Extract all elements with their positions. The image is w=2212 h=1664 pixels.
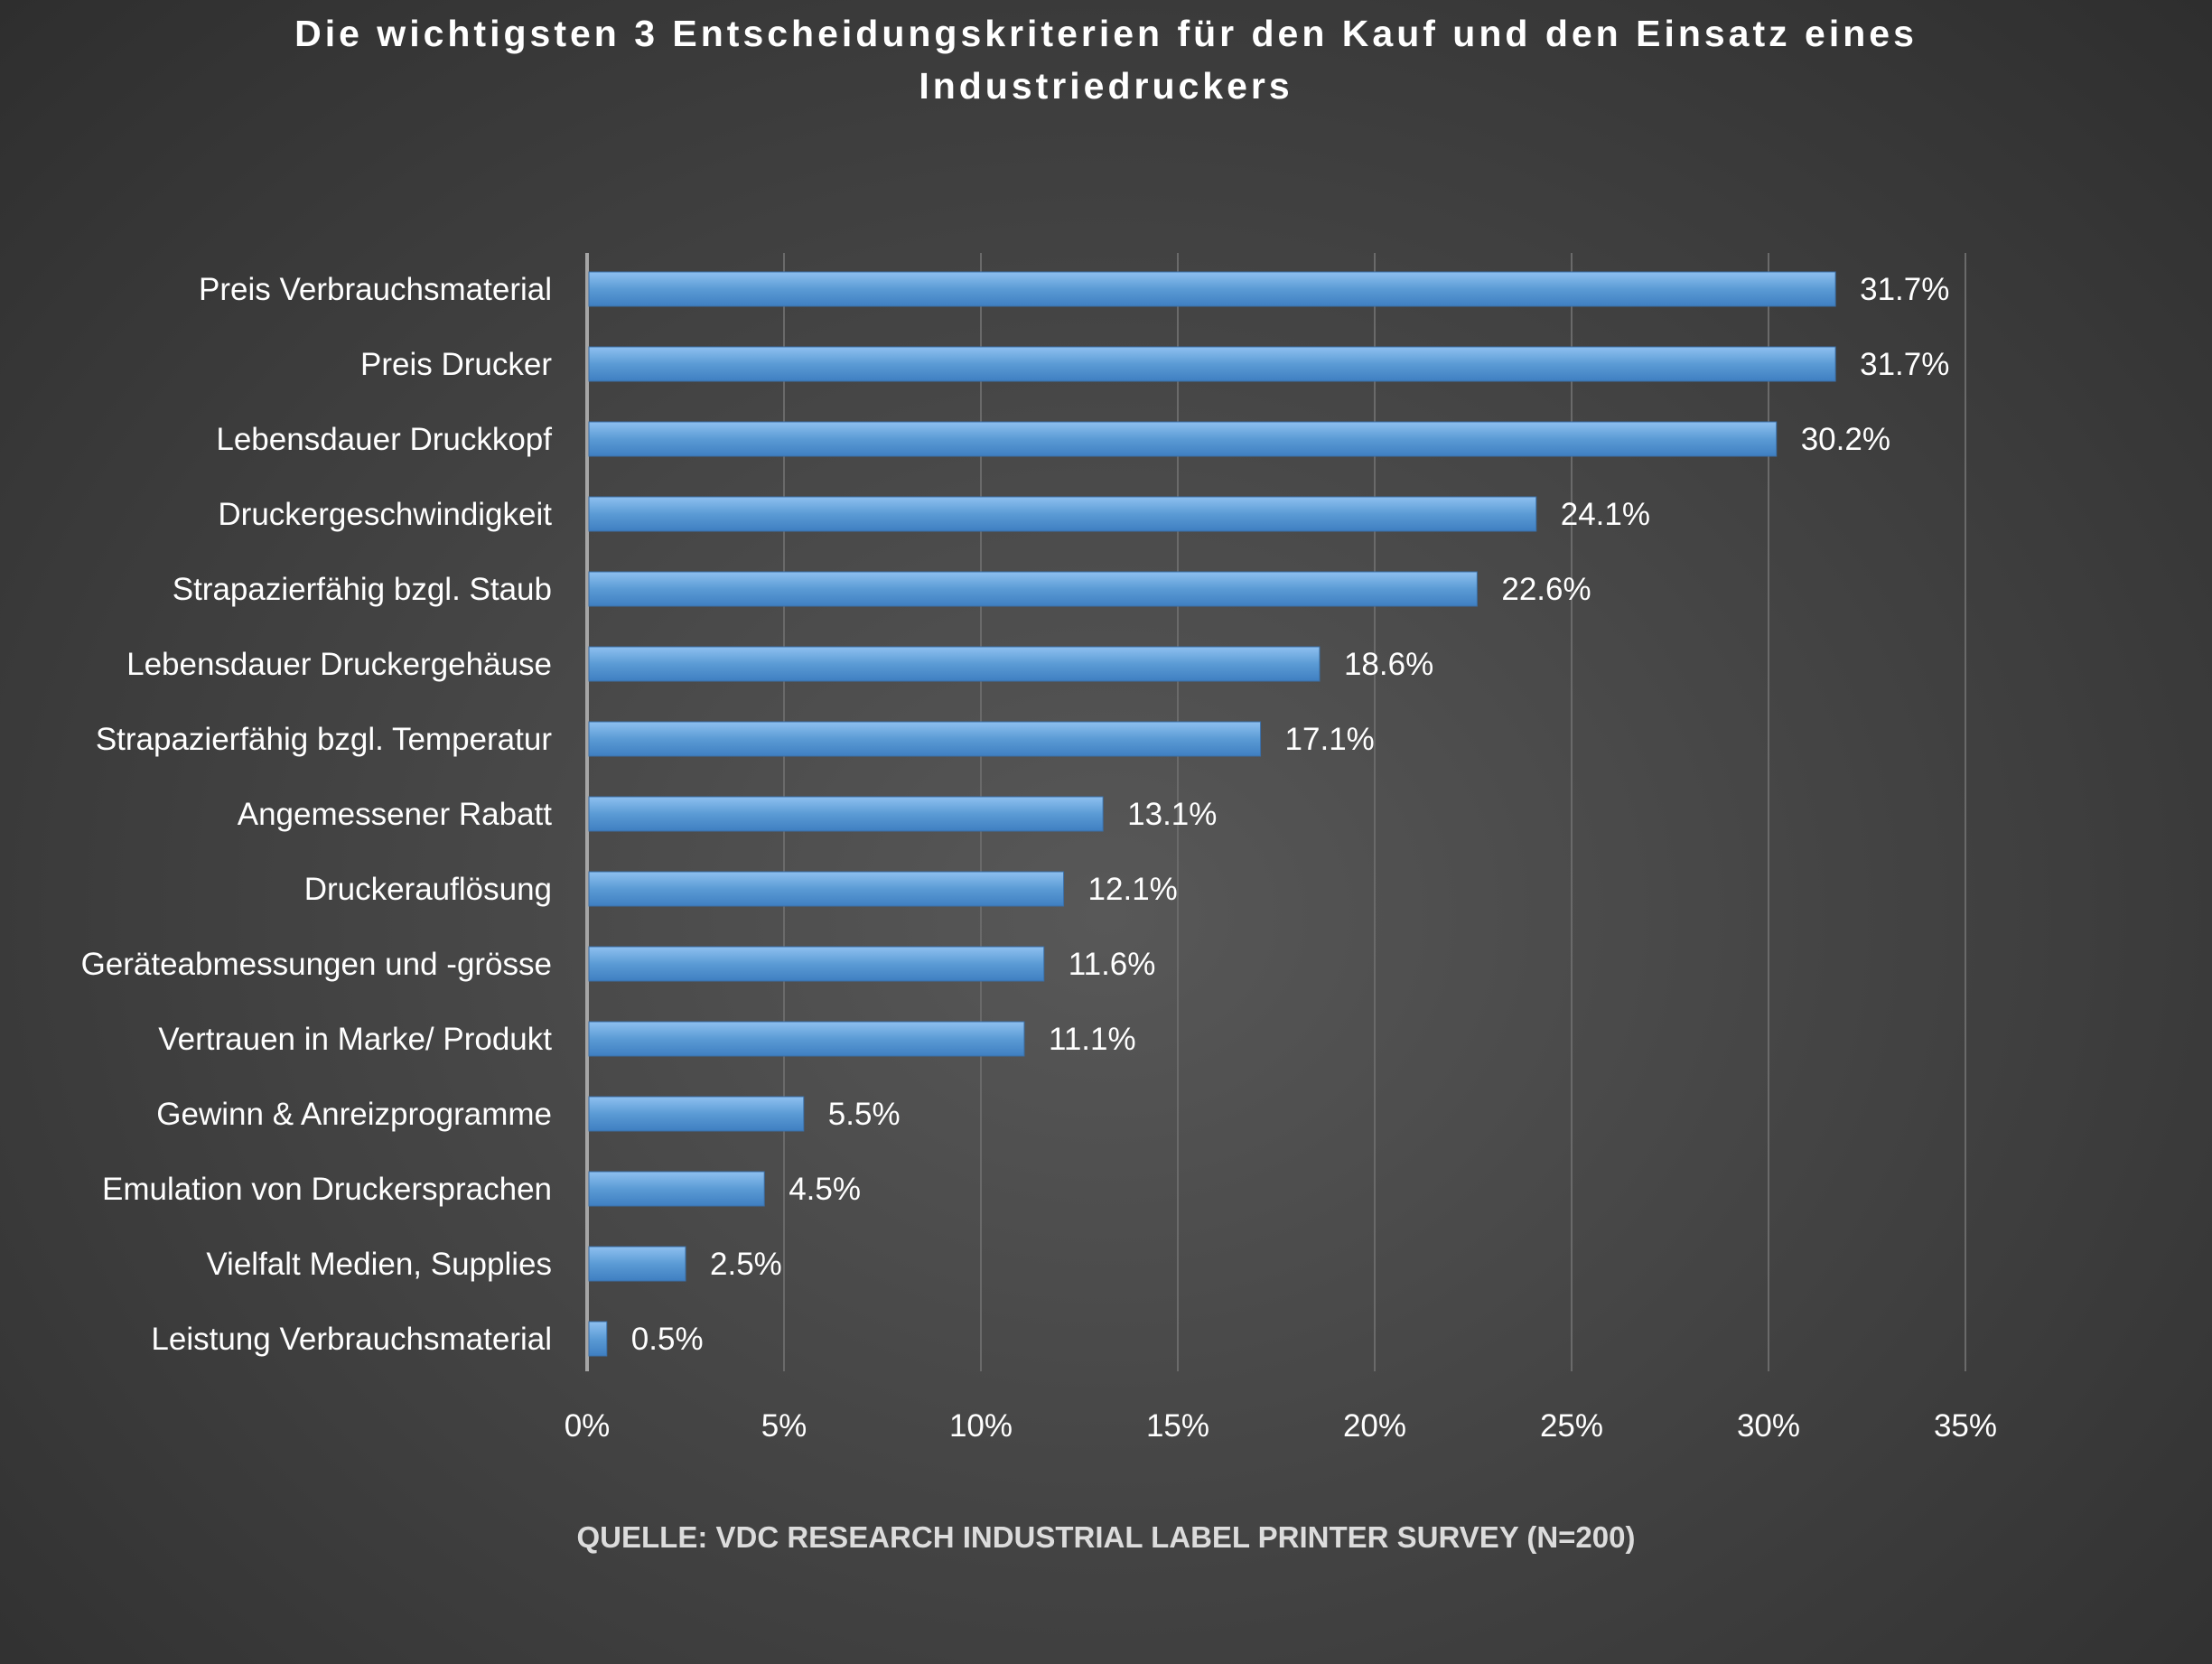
data-label: 4.5%: [789, 1172, 861, 1207]
bar: [588, 1096, 805, 1132]
bar: [588, 271, 1836, 307]
bar: [588, 871, 1065, 907]
data-label: 17.1%: [1285, 722, 1375, 757]
bar: [588, 1246, 686, 1282]
bar: [588, 421, 1778, 457]
x-tick-label: 20%: [1343, 1408, 1406, 1444]
category-label: Angemessener Rabatt: [238, 797, 553, 832]
x-tick-label: 10%: [949, 1408, 1013, 1444]
data-label: 11.1%: [1049, 1022, 1136, 1057]
data-label: 5.5%: [828, 1097, 901, 1132]
category-label: Preis Verbrauchsmaterial: [199, 272, 552, 307]
x-tick-label: 15%: [1146, 1408, 1209, 1444]
bar: [588, 796, 1104, 832]
data-label: 30.2%: [1801, 422, 1890, 457]
bar: [588, 496, 1537, 532]
data-label: 2.5%: [710, 1247, 782, 1282]
category-label: Vielfalt Medien, Supplies: [206, 1247, 552, 1282]
data-label: 24.1%: [1561, 497, 1650, 532]
category-label: Lebensdauer Druckergehäuse: [126, 647, 552, 682]
data-label: 31.7%: [1860, 272, 1949, 307]
data-label: 0.5%: [631, 1322, 704, 1357]
category-label: Emulation von Druckersprachen: [102, 1172, 552, 1207]
category-label: Geräteabmessungen und -grösse: [81, 947, 552, 982]
data-label: 22.6%: [1501, 572, 1591, 607]
category-label: Strapazierfähig bzgl. Staub: [173, 572, 552, 607]
category-label: Druckergeschwindigkeit: [218, 497, 552, 532]
category-label: Druckerauflösung: [304, 872, 552, 907]
bar: [588, 346, 1836, 382]
category-label: Preis Drucker: [360, 347, 552, 382]
data-label: 18.6%: [1344, 647, 1433, 682]
bar: [588, 1321, 608, 1357]
data-label: 13.1%: [1127, 797, 1217, 832]
bar: [588, 1021, 1025, 1057]
chart-source: QUELLE: VDC RESEARCH INDUSTRIAL LABEL PR…: [576, 1520, 1636, 1554]
category-label: Lebensdauer Druckkopf: [216, 422, 552, 457]
x-tick-label: 35%: [1934, 1408, 1997, 1444]
bar: [588, 1171, 765, 1207]
bar: [588, 721, 1262, 757]
x-tick-label: 0%: [565, 1408, 611, 1444]
data-label: 31.7%: [1860, 347, 1949, 382]
data-label: 12.1%: [1088, 872, 1178, 907]
bar: [588, 571, 1478, 607]
category-label: Leistung Verbrauchsmaterial: [151, 1322, 552, 1357]
chart-title: Die wichtigsten 3 Entscheidungskriterien…: [294, 13, 1918, 107]
bar: [588, 646, 1321, 682]
category-label: Gewinn & Anreizprogramme: [156, 1097, 552, 1132]
data-label: 11.6%: [1069, 947, 1156, 982]
category-label: Vertrauen in Marke/ Produkt: [158, 1022, 552, 1057]
x-tick-label: 25%: [1540, 1408, 1603, 1444]
x-tick-label: 5%: [761, 1408, 807, 1444]
bar: [588, 946, 1045, 982]
x-tick-label: 30%: [1737, 1408, 1800, 1444]
category-label: Strapazierfähig bzgl. Temperatur: [96, 722, 553, 757]
